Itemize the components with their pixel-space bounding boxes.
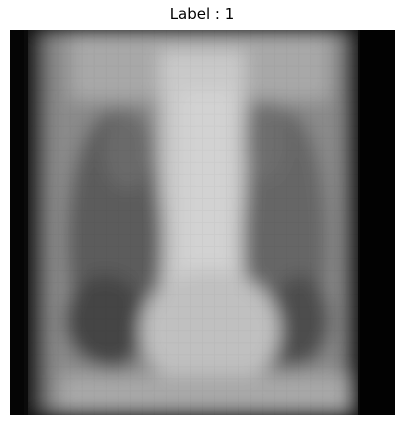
xray-pixel-canvas [10, 30, 395, 415]
image-title: Label : 1 [169, 5, 235, 23]
xray-image [10, 30, 395, 415]
